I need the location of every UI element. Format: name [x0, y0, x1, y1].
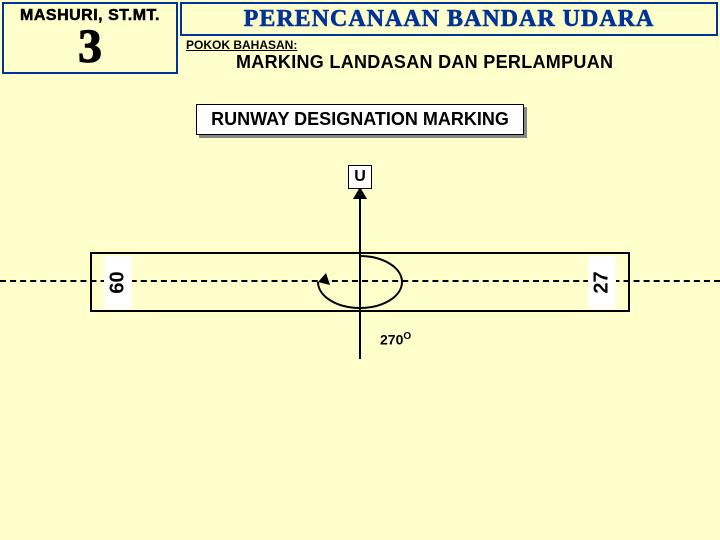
section-title-wrap: RUNWAY DESIGNATION MARKING: [0, 104, 720, 135]
course-title: PERENCANAAN BANDAR UDARA: [244, 6, 655, 33]
header-right: PERENCANAAN BANDAR UDARA POKOK BAHASAN: …: [178, 0, 720, 76]
topic-box: POKOK BAHASAN: MARKING LANDASAN DAN PERL…: [180, 36, 718, 74]
chapter-number: 3: [78, 25, 102, 68]
designation-right: 27: [588, 256, 616, 309]
bearing-arc: [300, 225, 420, 345]
north-label: U: [348, 165, 372, 189]
topic-title: MARKING LANDASAN DAN PERLAMPUAN: [186, 52, 712, 73]
designation-right-value: 27: [591, 271, 614, 293]
topic-label: POKOK BAHASAN:: [186, 38, 712, 52]
arc-path: [318, 256, 402, 308]
designation-left: 60: [104, 256, 132, 309]
bearing-unit: O: [403, 331, 411, 342]
bearing-label: 270O: [380, 331, 411, 348]
runway-diagram: 60 27 U 270O: [0, 155, 720, 455]
header: MASHURI, ST.MT. 3 PERENCANAAN BANDAR UDA…: [0, 0, 720, 76]
instructor-box: MASHURI, ST.MT. 3: [2, 2, 178, 74]
designation-left-value: 60: [107, 271, 130, 293]
course-title-box: PERENCANAAN BANDAR UDARA: [180, 2, 718, 36]
arc-arrowhead-icon: [318, 273, 330, 285]
section-title: RUNWAY DESIGNATION MARKING: [196, 104, 524, 135]
bearing-value: 270: [380, 332, 403, 348]
